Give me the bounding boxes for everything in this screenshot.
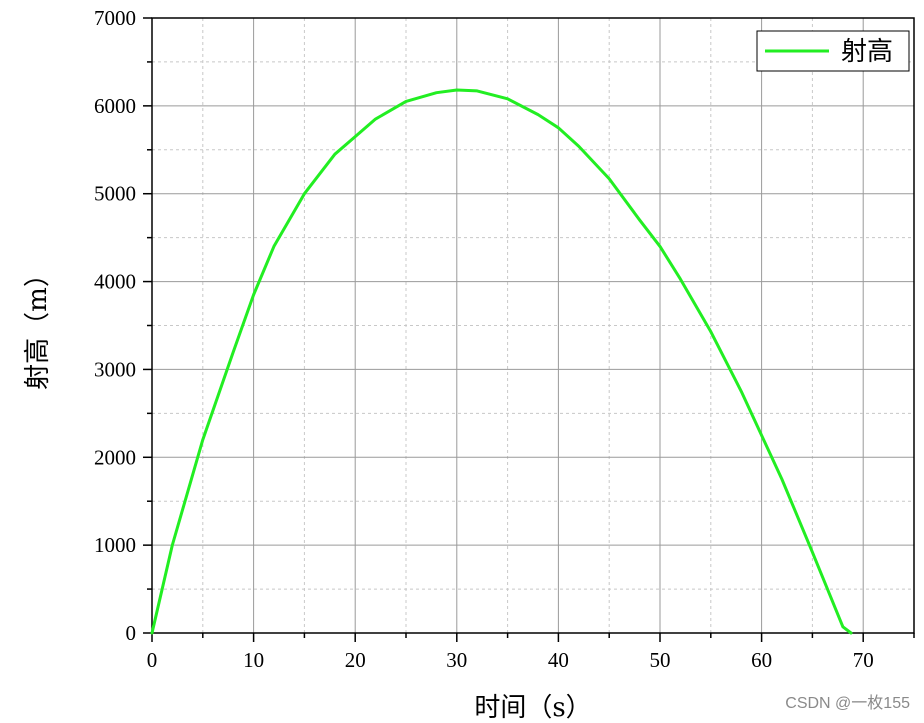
axis-ticks [143, 17, 915, 642]
x-tick-label: 70 [853, 648, 874, 672]
series-line [150, 88, 853, 635]
legend: 射高 [756, 30, 910, 72]
x-tick-label: 0 [147, 648, 158, 672]
y-tick-label: 5000 [94, 182, 136, 206]
y-tick-label: 6000 [94, 94, 136, 118]
x-tick-label: 10 [243, 648, 264, 672]
tick-labels: 0 10 20 30 40 50 60 70 0 1000 2000 3000 4000 5000 6000… [94, 6, 874, 672]
x-axis-title: 时间（s） [474, 693, 591, 723]
x-tick-label: 40 [548, 648, 569, 672]
grid [152, 18, 914, 633]
watermark: CSDN @一枚155 [785, 695, 910, 712]
x-tick-label: 60 [751, 648, 772, 672]
y-axis-title: 射高（m） [23, 261, 53, 390]
y-tick-label: 4000 [94, 270, 136, 294]
legend-label: 射高 [841, 37, 893, 67]
x-tick-label: 30 [446, 648, 467, 672]
x-tick-label: 20 [345, 648, 366, 672]
x-tick-label: 50 [650, 648, 671, 672]
y-tick-label: 1000 [94, 533, 136, 557]
y-tick-label: 7000 [94, 6, 136, 30]
series [150, 88, 853, 635]
y-tick-label: 2000 [94, 445, 136, 469]
y-tick-label: 0 [126, 621, 137, 645]
y-tick-label: 3000 [94, 357, 136, 381]
